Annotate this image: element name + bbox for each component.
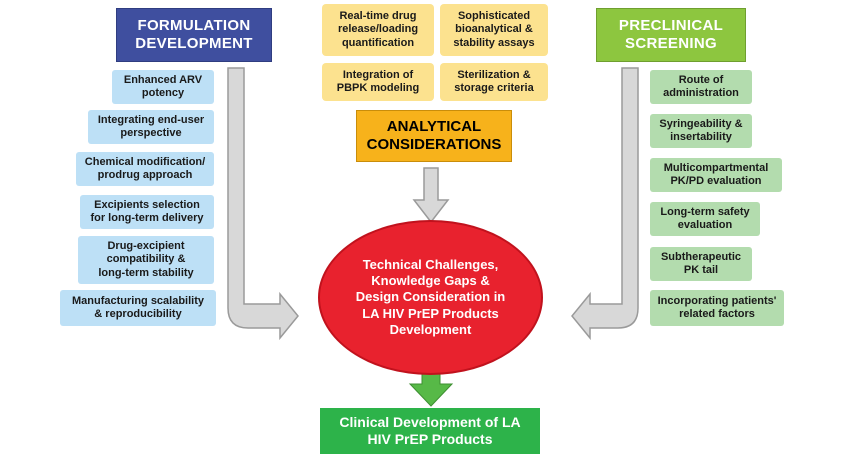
preclinical-item-safety: Long-term safety evaluation bbox=[650, 202, 760, 236]
preclinical-item-pkpd: Multicompartmental PK/PD evaluation bbox=[650, 158, 782, 192]
preclinical-item-patient-factors: Incorporating patients' related factors bbox=[650, 290, 784, 326]
analytical-to-center-arrow bbox=[412, 167, 450, 224]
formulation-item-arv-potency: Enhanced ARV potency bbox=[112, 70, 214, 104]
formulation-item-excipients: Excipients selection for long-term deliv… bbox=[80, 195, 214, 229]
formulation-item-scalability: Manufacturing scalability & reproducibil… bbox=[60, 290, 216, 326]
formulation-development-header: FORMULATION DEVELOPMENT bbox=[116, 8, 272, 62]
technical-challenges-ellipse: Technical Challenges, Knowledge Gaps & D… bbox=[318, 220, 543, 375]
preclinical-to-center-arrow bbox=[571, 67, 639, 341]
preclinical-screening-header: PRECLINICAL SCREENING bbox=[596, 8, 746, 62]
analytical-considerations-header: ANALYTICAL CONSIDERATIONS bbox=[356, 110, 512, 162]
formulation-item-compatibility: Drug-excipient compatibility & long-term… bbox=[78, 236, 214, 284]
analytical-item-sterilization: Sterilization & storage criteria bbox=[440, 63, 548, 101]
formulation-item-end-user: Integrating end-user perspective bbox=[88, 110, 214, 144]
formulation-to-center-arrow bbox=[227, 67, 299, 341]
analytical-item-pbpk-modeling: Integration of PBPK modeling bbox=[322, 63, 434, 101]
preclinical-item-pk-tail: Subtherapeutic PK tail bbox=[650, 247, 752, 281]
preclinical-item-syringeability: Syringeability & insertability bbox=[650, 114, 752, 148]
clinical-development-box: Clinical Development of LA HIV PrEP Prod… bbox=[320, 408, 540, 454]
formulation-item-prodrug: Chemical modification/ prodrug approach bbox=[76, 152, 214, 186]
analytical-item-bioanalytical-assays: Sophisticated bioanalytical & stability … bbox=[440, 4, 548, 56]
preclinical-item-route: Route of administration bbox=[650, 70, 752, 104]
analytical-item-release-quantification: Real-time drug release/loading quantific… bbox=[322, 4, 434, 56]
